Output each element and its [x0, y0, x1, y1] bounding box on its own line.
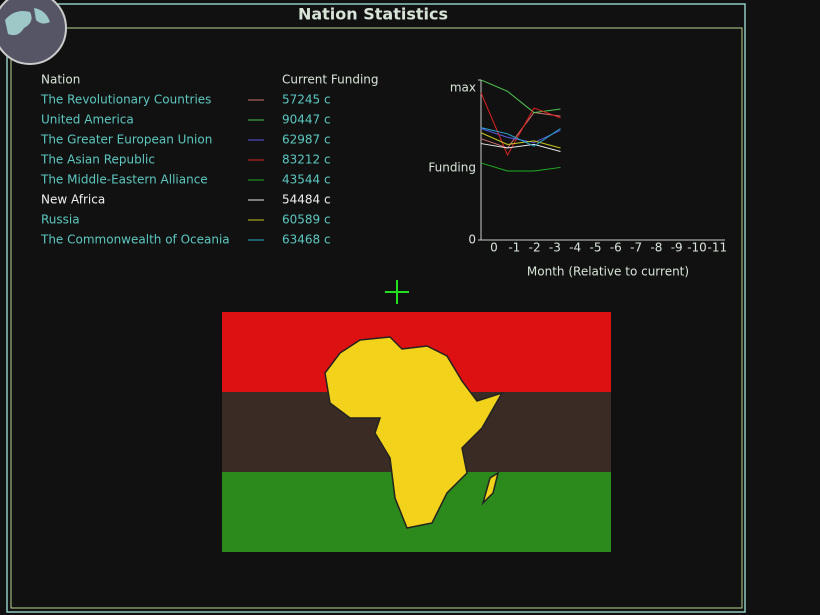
nation-funding: 63468 c [282, 233, 331, 247]
y-tick-label: max [450, 81, 476, 95]
y-tick-label: 0 [468, 233, 476, 247]
nation-funding: 57245 c [282, 93, 331, 107]
x-tick-label: -6 [610, 241, 622, 255]
nation-name: The Greater European Union [40, 133, 212, 147]
nation-funding: 43544 c [282, 173, 331, 187]
nation-name: The Middle-Eastern Alliance [40, 173, 208, 187]
nation-funding: 83212 c [282, 153, 331, 167]
x-tick-label: -9 [671, 241, 683, 255]
nation-name: United America [41, 113, 134, 127]
x-tick-label: -10 [687, 241, 707, 255]
window-title: Nation Statistics [298, 5, 448, 24]
x-tick-label: -4 [569, 241, 581, 255]
series-line [480, 92, 561, 157]
x-tick-label: -8 [650, 241, 662, 255]
series-line [480, 112, 561, 149]
x-tick-label: -5 [590, 241, 602, 255]
table-header: Current Funding [282, 73, 379, 87]
x-axis-label: Month (Relative to current) [527, 265, 689, 279]
x-tick-label: -1 [508, 241, 520, 255]
nation-name: New Africa [41, 193, 105, 207]
nation-name: The Commonwealth of Oceania [40, 233, 230, 247]
table-header: Nation [41, 73, 80, 87]
nation-name: The Revolutionary Countries [40, 93, 211, 107]
series-line [480, 132, 561, 149]
globe-land [5, 8, 50, 36]
nation-funding: 54484 c [282, 193, 331, 207]
x-tick-label: -11 [707, 241, 727, 255]
nation-funding: 62987 c [282, 133, 331, 147]
nation-funding: 90447 c [282, 113, 331, 127]
x-tick-label: -7 [630, 241, 642, 255]
nation-funding: 60589 c [282, 213, 331, 227]
window-frame [6, 3, 746, 613]
africa-emblem [324, 336, 504, 529]
x-tick-label: -3 [549, 241, 561, 255]
nation-name: The Asian Republic [40, 153, 155, 167]
flag [222, 312, 611, 552]
series-line [480, 127, 561, 147]
x-tick-label: -2 [529, 241, 541, 255]
y-axis-label: Funding [428, 161, 476, 175]
x-tick-label: 0 [490, 241, 498, 255]
series-line [480, 143, 561, 152]
crosshair [385, 280, 409, 304]
inner-frame [10, 27, 743, 609]
series-line [480, 79, 561, 114]
nation-name: Russia [41, 213, 80, 227]
series-line [480, 162, 561, 172]
